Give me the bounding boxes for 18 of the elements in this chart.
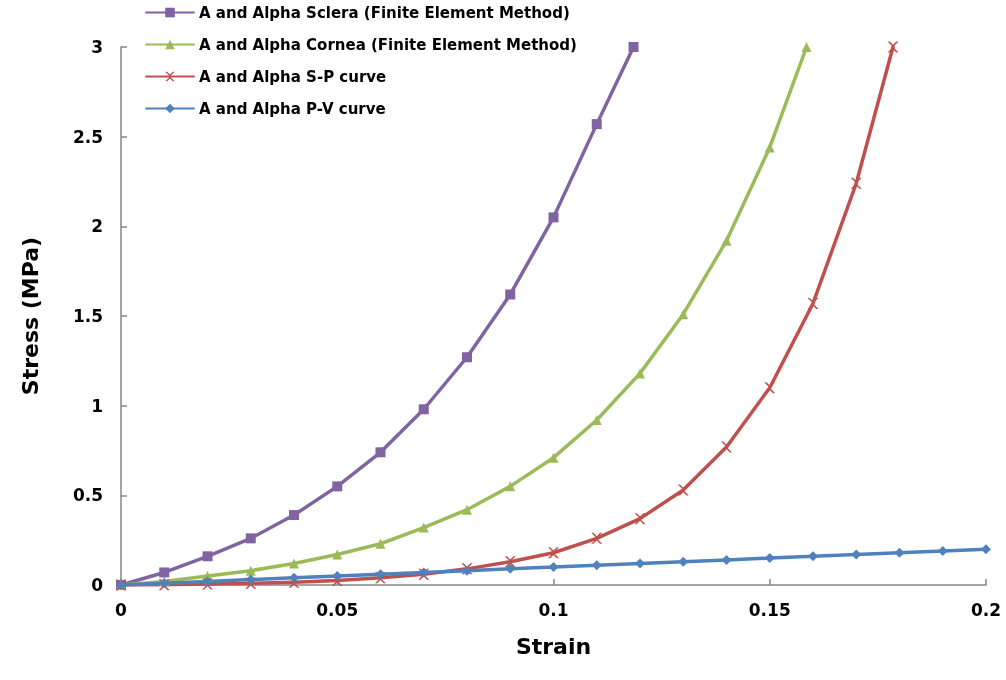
legend-label: A and Alpha Cornea (Finite Element Method): [199, 35, 577, 54]
x-tick-label: 0.05: [316, 599, 359, 620]
y-tick-label: 1.5: [72, 306, 103, 326]
y-axis-title: Stress (MPa): [17, 236, 43, 396]
y-tick-label: 2.5: [72, 126, 103, 147]
legend-label: A and Alpha S-P curve: [199, 67, 387, 86]
y-tick-label: 0.5: [72, 485, 103, 506]
x-tick-label: 0: [115, 599, 128, 620]
x-tick-label: 0.1: [538, 599, 569, 620]
x-tick-label: 0.2: [970, 599, 1002, 620]
legend-label: A and Alpha Sclera (Finite Element Method): [199, 3, 570, 22]
x-tick-label: 0.15: [748, 599, 791, 620]
y-tick-label: 3: [91, 37, 103, 57]
y-tick-label: 2: [91, 216, 103, 237]
x-axis-title: Strain: [515, 633, 592, 659]
y-tick-label: 0: [91, 575, 104, 595]
legend-label: A and Alpha P-V curve: [199, 99, 386, 118]
y-tick-label: 1: [91, 395, 103, 416]
